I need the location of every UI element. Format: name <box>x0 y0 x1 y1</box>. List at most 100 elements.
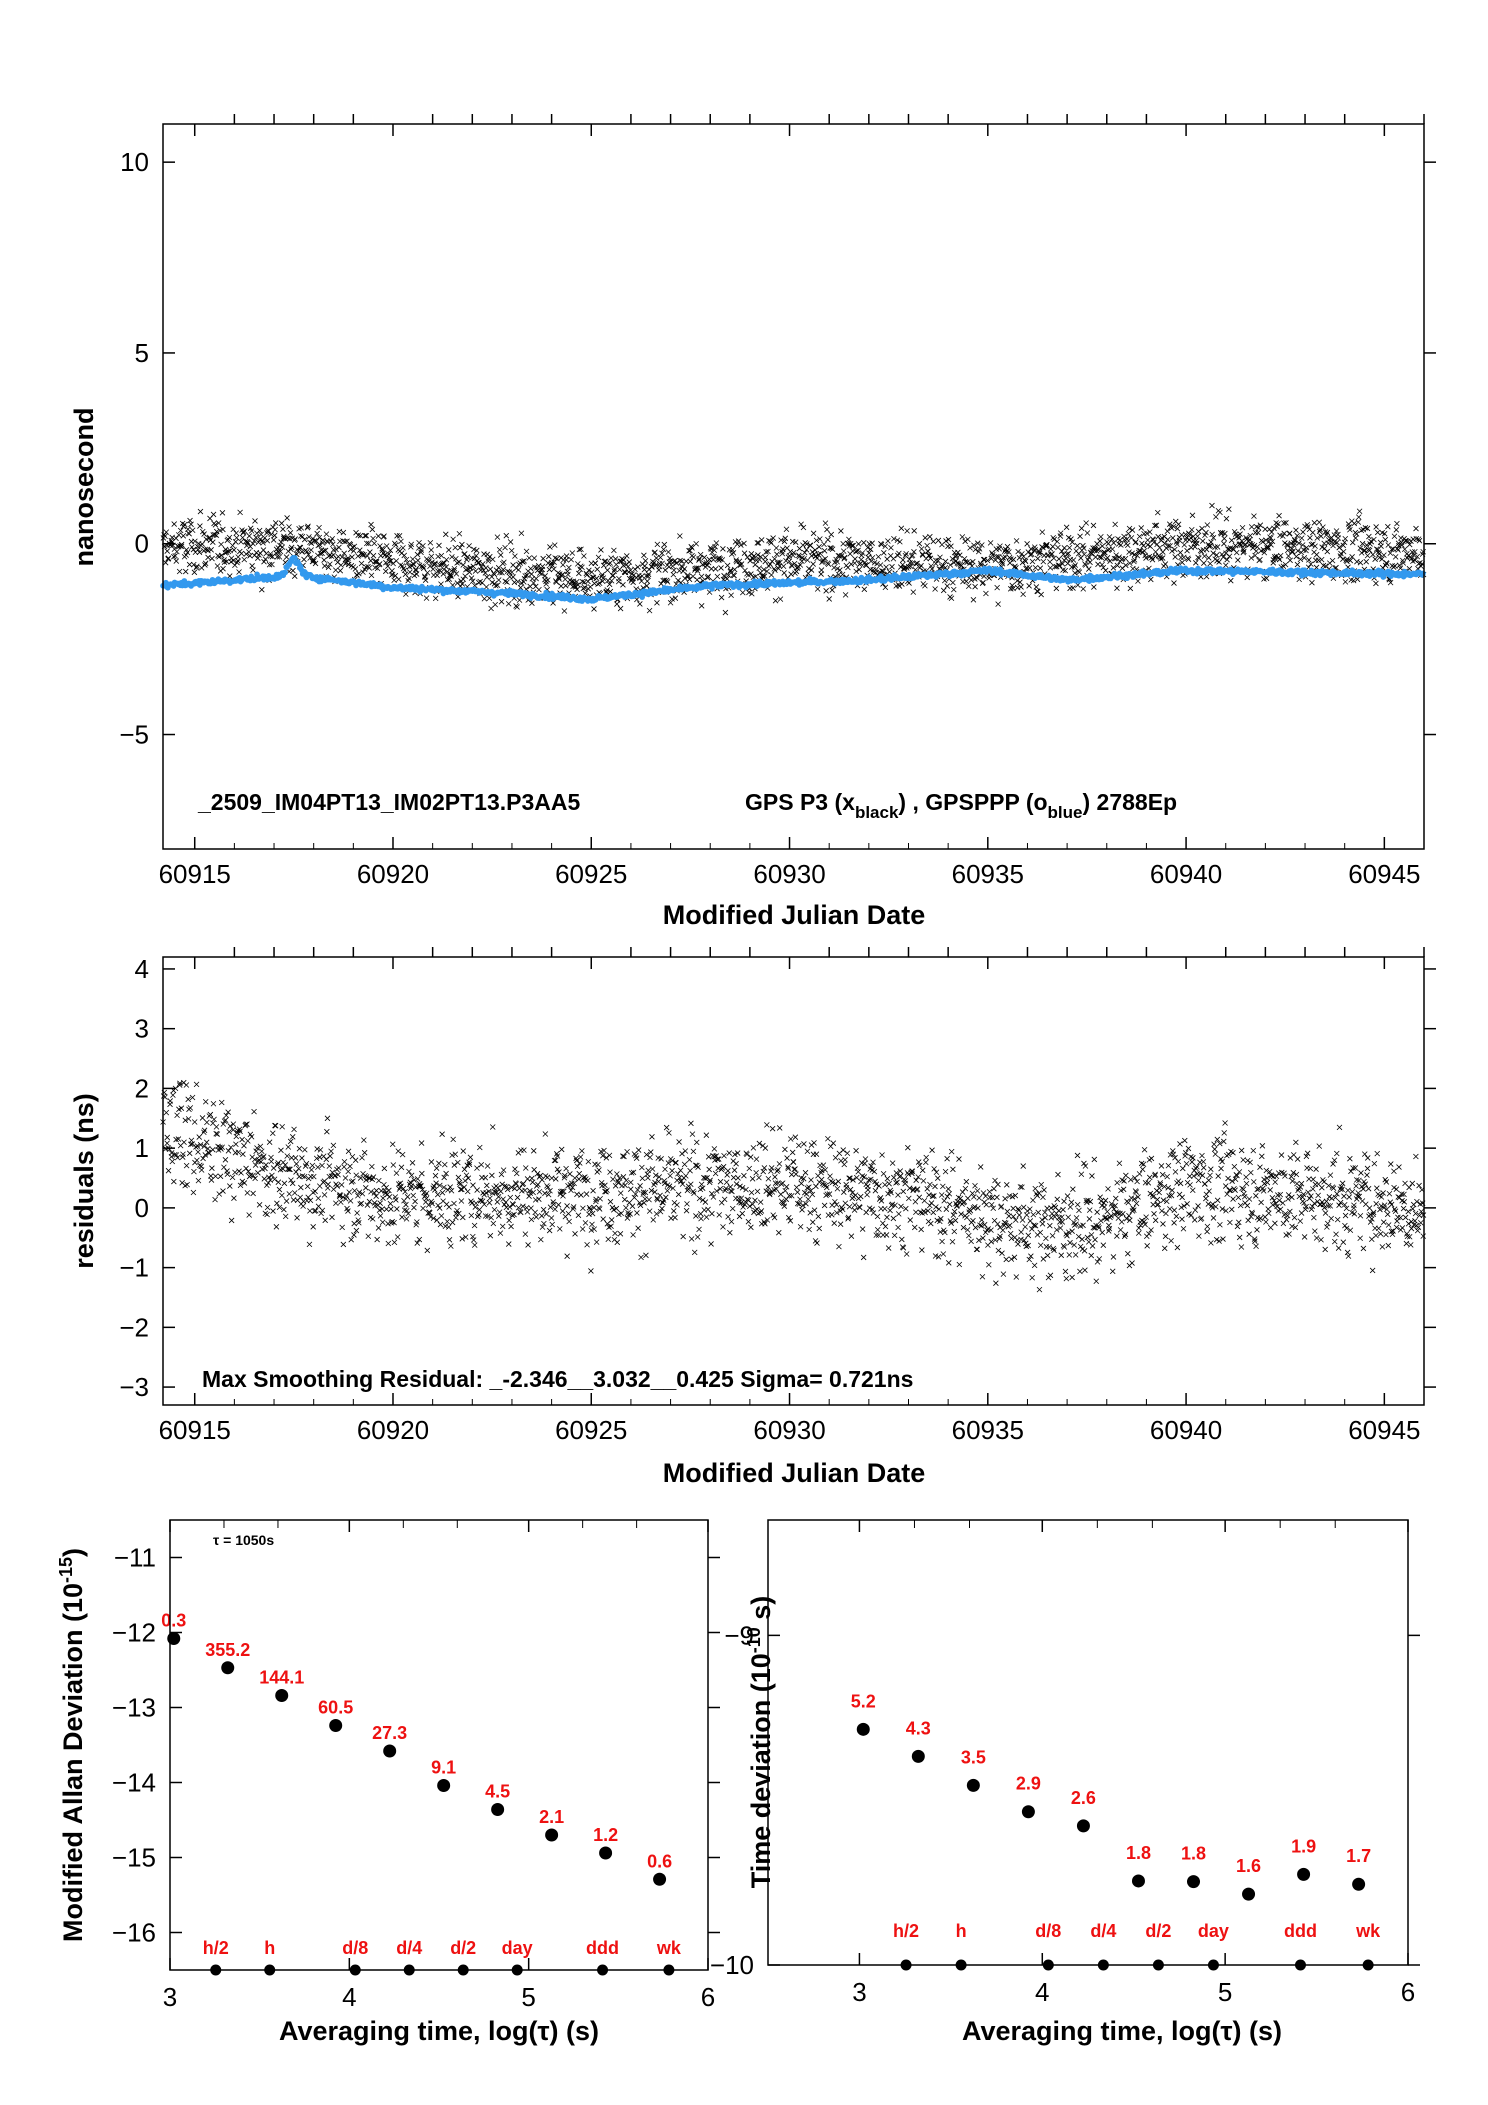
black-x-mark <box>1398 535 1404 541</box>
black-x-mark <box>937 554 943 561</box>
residual-x-mark <box>582 1220 589 1226</box>
black-x-mark <box>911 549 917 555</box>
residual-x-mark <box>258 1148 265 1155</box>
residual-x-mark <box>454 1207 460 1214</box>
residual-x-mark <box>964 1214 970 1221</box>
black-x-mark <box>311 538 318 544</box>
black-x-mark <box>1153 522 1160 529</box>
residual-x-mark <box>968 1238 974 1245</box>
black-x-mark <box>386 558 393 564</box>
residual-x-mark <box>733 1160 739 1167</box>
residual-x-mark <box>994 1221 1001 1227</box>
black-x-mark <box>1182 531 1189 538</box>
residual-x-mark <box>281 1180 288 1187</box>
black-x-mark <box>539 563 546 570</box>
residual-x-mark <box>463 1172 470 1179</box>
residual-x-mark <box>348 1236 354 1243</box>
black-x-mark <box>729 546 736 553</box>
residual-x-mark <box>638 1254 644 1261</box>
black-x-mark <box>1248 524 1255 530</box>
black-x-mark <box>1165 536 1171 543</box>
black-x-mark <box>1156 544 1163 551</box>
black-x-mark <box>562 582 569 589</box>
black-x-mark <box>754 540 761 546</box>
black-x-mark <box>233 534 240 541</box>
black-x-mark <box>467 564 474 571</box>
black-x-mark <box>1037 549 1043 555</box>
residual-x-mark <box>756 1174 762 1181</box>
residual-x-mark <box>323 1156 330 1163</box>
y-tick-label: 5 <box>135 338 149 368</box>
black-x-mark <box>1032 547 1038 553</box>
residual-x-mark <box>275 1160 281 1166</box>
residual-x-mark <box>803 1191 810 1197</box>
residual-x-mark <box>983 1201 990 1208</box>
black-x-mark <box>487 566 494 572</box>
black-x-mark <box>1227 577 1234 584</box>
black-x-mark <box>370 535 376 542</box>
black-x-mark <box>1268 529 1275 535</box>
residual-x-mark <box>637 1183 643 1189</box>
black-x-mark <box>1400 560 1407 566</box>
residual-x-mark <box>995 1181 1001 1188</box>
residual-x-mark <box>675 1191 682 1198</box>
residual-x-mark <box>623 1204 629 1211</box>
black-x-mark <box>1194 540 1200 547</box>
residual-x-mark <box>547 1187 553 1194</box>
residual-x-mark <box>1050 1245 1057 1252</box>
black-x-mark <box>1364 525 1371 532</box>
black-x-mark <box>1087 559 1093 566</box>
residual-x-mark <box>577 1154 584 1160</box>
black-x-mark <box>552 555 558 561</box>
y-tick-label: 0 <box>135 529 149 559</box>
residual-x-mark <box>296 1145 303 1152</box>
residual-x-mark <box>687 1167 693 1174</box>
residual-x-mark <box>470 1237 477 1243</box>
residual-x-mark <box>645 1175 651 1181</box>
residual-x-mark <box>944 1193 951 1200</box>
residual-x-mark <box>945 1260 952 1266</box>
black-x-mark <box>498 598 505 605</box>
residual-x-mark <box>209 1165 215 1171</box>
residual-x-mark <box>921 1197 928 1204</box>
residual-x-mark <box>693 1139 700 1146</box>
residual-x-mark <box>266 1174 272 1181</box>
black-x-mark <box>689 545 695 551</box>
residual-x-mark <box>550 1199 557 1205</box>
residual-x-mark <box>225 1148 232 1154</box>
black-x-mark <box>1297 556 1304 563</box>
residual-x-mark <box>351 1187 358 1194</box>
black-x-mark <box>1255 525 1262 531</box>
black-x-mark <box>1172 554 1178 560</box>
black-x-mark <box>959 534 966 540</box>
residual-x-mark <box>232 1169 238 1176</box>
residual-x-mark <box>310 1224 316 1230</box>
residual-x-mark <box>180 1151 186 1158</box>
black-x-mark <box>336 528 343 535</box>
black-x-mark <box>1306 557 1312 563</box>
black-x-mark <box>1016 555 1023 561</box>
residual-x-mark <box>656 1174 662 1180</box>
black-x-mark <box>551 559 557 566</box>
residual-x-mark <box>217 1173 224 1180</box>
black-x-mark <box>305 551 312 558</box>
residual-x-mark <box>575 1212 582 1219</box>
black-x-mark <box>171 553 177 560</box>
black-x-mark <box>854 548 860 554</box>
residual-x-mark <box>436 1205 443 1211</box>
black-x-mark <box>1330 542 1336 549</box>
black-x-mark <box>428 553 435 560</box>
residual-x-mark <box>210 1146 216 1153</box>
black-x-mark <box>182 521 188 528</box>
residual-x-mark <box>696 1226 702 1233</box>
residual-x-mark <box>269 1172 275 1179</box>
black-x-mark <box>580 585 587 592</box>
black-x-mark <box>652 549 658 556</box>
residual-x-mark <box>561 1172 568 1179</box>
black-x-mark <box>687 547 693 554</box>
black-x-mark <box>967 560 973 566</box>
residual-x-mark <box>490 1220 497 1227</box>
black-x-mark <box>600 575 607 581</box>
black-x-mark <box>1054 538 1061 545</box>
black-x-mark <box>1222 562 1229 569</box>
